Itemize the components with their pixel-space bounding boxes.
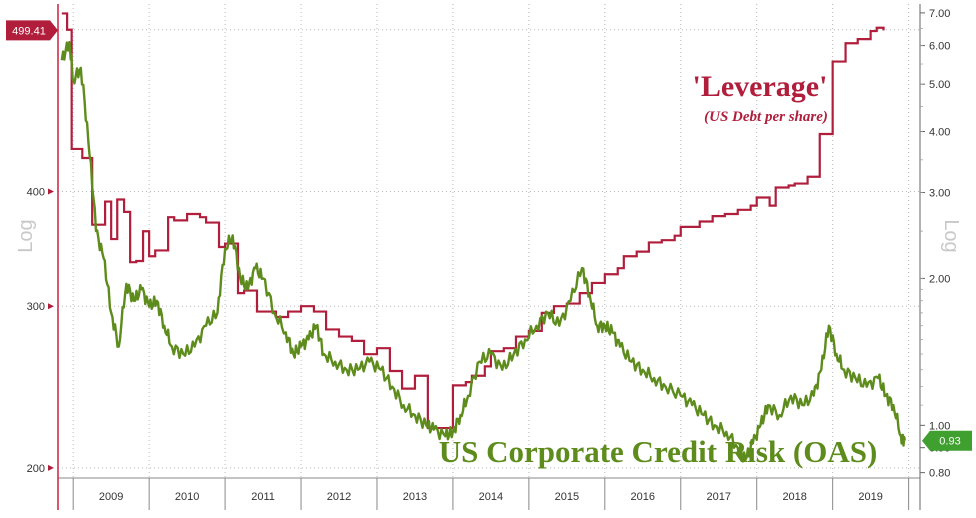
left-tick-label: 200 (27, 463, 45, 475)
series-labels: 499.41 0.93 'Leverage' (US Debt per share) U… (6, 20, 972, 469)
leverage-current-flag (6, 20, 58, 41)
right-tick-label: 2.00 (929, 273, 950, 285)
x-tick-label: 2010 (175, 491, 199, 503)
left-tick-marker (48, 464, 54, 471)
leverage-subtitle: (US Debt per share) (704, 109, 828, 125)
left-tick-marker (48, 303, 54, 310)
right-tick-label: 3.00 (929, 187, 950, 199)
x-tick-label: 2013 (403, 491, 427, 503)
credit-risk-title: US Corporate Credit Risk (OAS) (439, 434, 878, 469)
x-axis: 2009 2010 2011 2012 2013 2014 2015 2016 2017 2018… (58, 477, 920, 510)
x-tick-label: 2018 (782, 491, 806, 503)
x-tick-label: 2009 (99, 491, 123, 503)
right-axis-label: Log (940, 219, 962, 252)
right-tick-label: 4.00 (929, 127, 950, 139)
left-tick-label: 400 (27, 186, 45, 198)
credit-risk-line (60, 40, 906, 463)
x-tick-label: 2011 (251, 491, 275, 503)
x-tick-label: 2017 (706, 491, 730, 503)
left-tick-marker (48, 188, 54, 195)
right-tick-label: 5.00 (929, 79, 950, 91)
leverage-current-value: 499.41 (12, 25, 46, 37)
x-tick-label: 2014 (479, 491, 503, 503)
leverage-title: 'Leverage' (693, 70, 828, 103)
series-layer (60, 12, 906, 463)
credit-risk-current-flag (922, 430, 972, 451)
right-tick-label: 6.00 (929, 41, 950, 53)
credit-risk-current-value: 0.93 (939, 436, 960, 448)
right-tick-label: 7.00 (929, 8, 950, 20)
left-axis-label: Log (15, 219, 37, 252)
right-tick-label: 1.00 (929, 420, 950, 432)
right-tick-label: 0.80 (929, 468, 950, 480)
x-tick-label: 2019 (858, 491, 882, 503)
left-tick-label: 300 (27, 301, 45, 313)
left-axis: 600400300200Log (15, 4, 59, 510)
x-tick-label: 2015 (555, 491, 579, 503)
x-tick-label: 2012 (327, 491, 351, 503)
x-tick-label: 2016 (631, 491, 655, 503)
